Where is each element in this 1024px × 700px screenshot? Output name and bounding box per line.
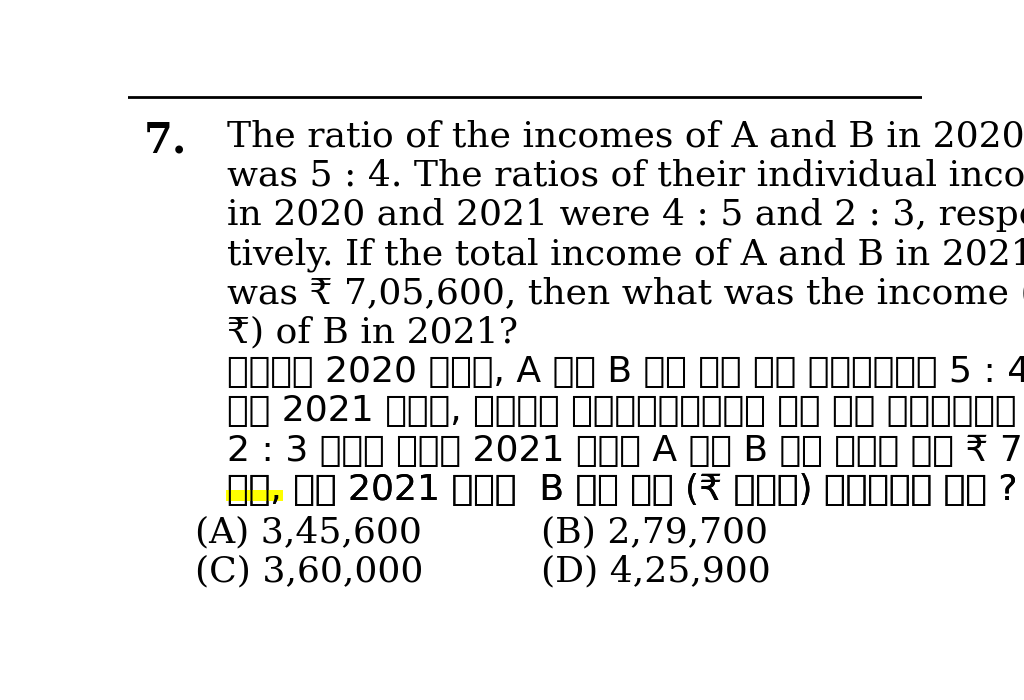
Text: थी, तो 2021 में  B की आय (₹ में) कितनी थी ?: थी, तो 2021 में B की आय (₹ में) कितनी थी… xyxy=(227,473,1018,508)
Text: 7.: 7. xyxy=(143,119,187,161)
Text: (A) 3,45,600: (A) 3,45,600 xyxy=(196,515,422,550)
Text: 2 : 3 था। यदि 2021 में A और B की कुल आय ₹ 7,05,600: 2 : 3 था। यदि 2021 में A और B की कुल आय … xyxy=(227,434,1024,468)
Text: वर्ष 2020 में, A और B की आय का अनुपात 5 : 4 था। वर्ष 2020: वर्ष 2020 में, A और B की आय का अनुपात 5 … xyxy=(227,355,1024,389)
Text: was ₹ 7,05,600, then what was the income (in: was ₹ 7,05,600, then what was the income… xyxy=(227,276,1024,310)
Text: ₹) of B in 2021?: ₹) of B in 2021? xyxy=(227,316,518,350)
Bar xyxy=(225,489,283,501)
Text: in 2020 and 2021 were 4 : 5 and 2 : 3, respec-: in 2020 and 2021 were 4 : 5 and 2 : 3, r… xyxy=(227,197,1024,232)
Text: tively. If the total income of A and B in 2021: tively. If the total income of A and B i… xyxy=(227,237,1024,272)
Text: (C) 3,60,000: (C) 3,60,000 xyxy=(196,554,424,589)
Text: और 2021 में, उनकी व्यक्तिगत आय के अनुपात क्रमशः 4 : 5 तथ: और 2021 में, उनकी व्यक्तिगत आय के अनुपात… xyxy=(227,395,1024,428)
Text: (B) 2,79,700: (B) 2,79,700 xyxy=(541,515,768,550)
Text: was 5 : 4. The ratios of their individual incomes: was 5 : 4. The ratios of their individua… xyxy=(227,158,1024,193)
Text: The ratio of the incomes of A and B in 2020: The ratio of the incomes of A and B in 2… xyxy=(227,119,1024,153)
Text: (D) 4,25,900: (D) 4,25,900 xyxy=(541,554,770,589)
Text: थी, तो 2021 में  B की आय (₹ में) कितनी थी ?: थी, तो 2021 में B की आय (₹ में) कितनी थी… xyxy=(227,473,1018,508)
